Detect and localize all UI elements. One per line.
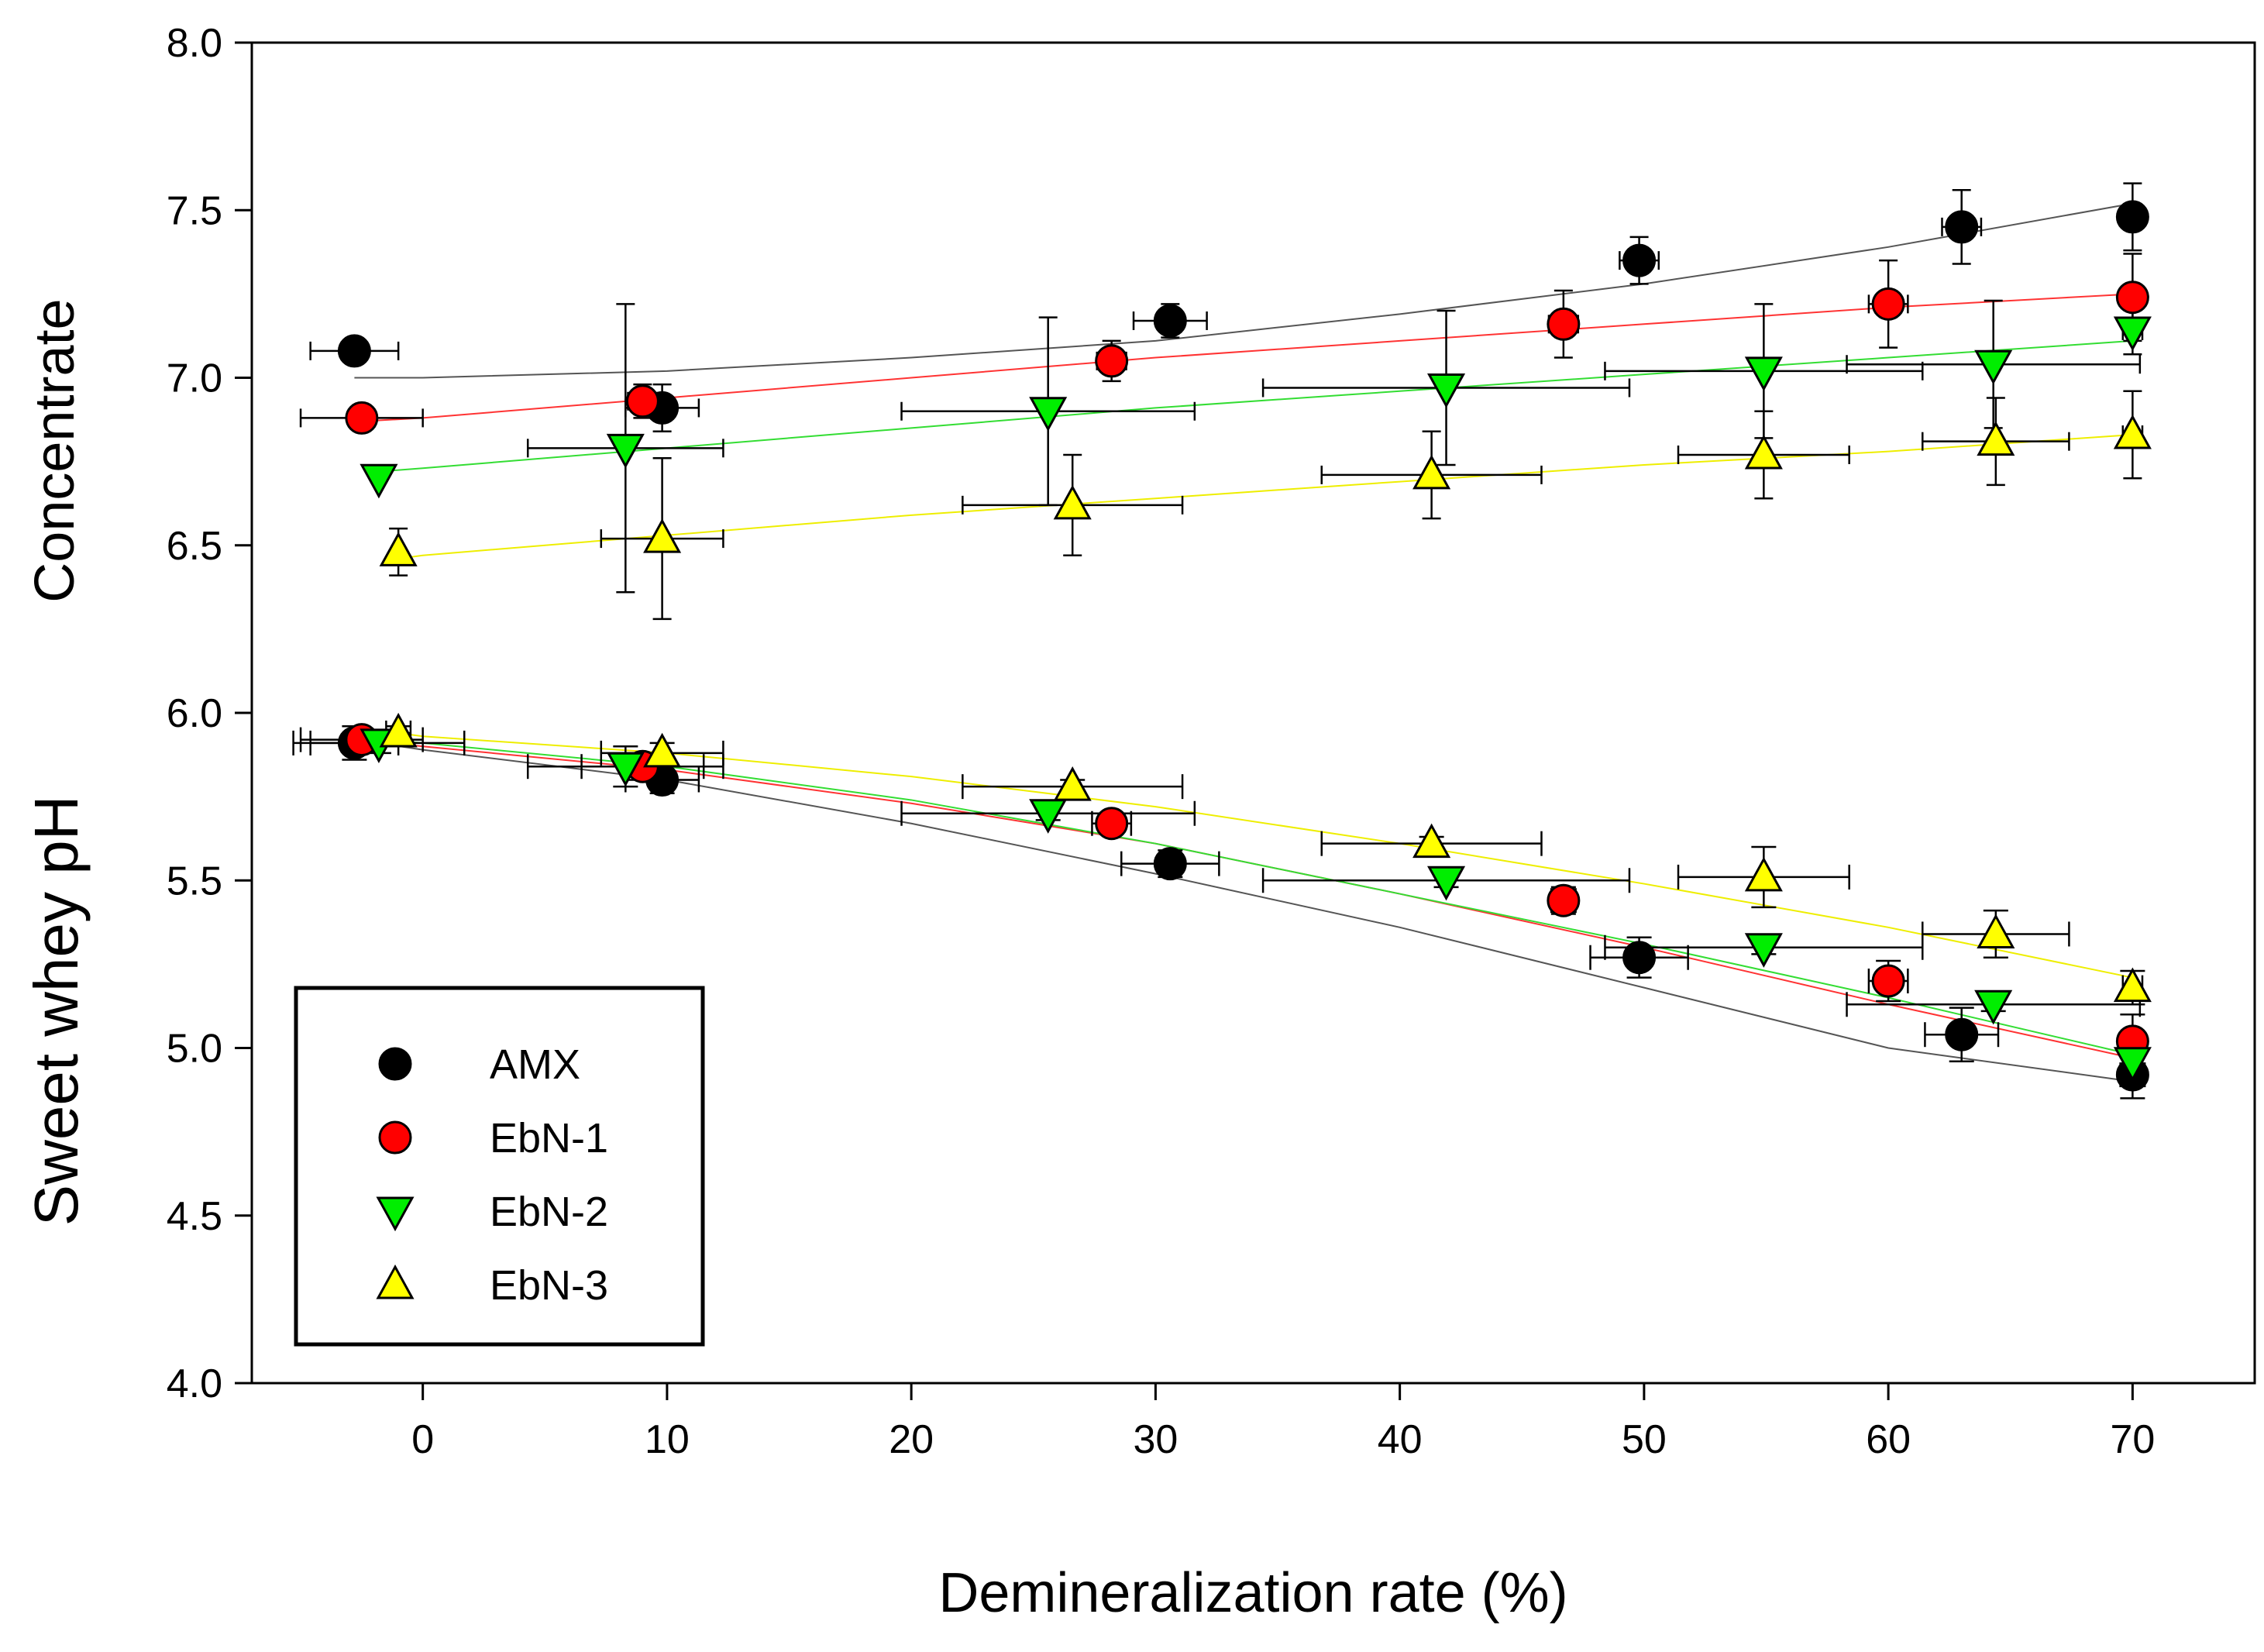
legend-label-ebn-1: EbN-1	[490, 1115, 608, 1162]
legend-marker-ebn-2	[376, 1196, 415, 1232]
legend-box	[294, 986, 705, 1347]
point-whey-ebn-2	[2113, 1047, 2152, 1082]
y-tick-label: 4.0	[167, 1361, 222, 1406]
x-axis-title: Demineralization rate (%)	[938, 1562, 1567, 1624]
fit-lines	[354, 202, 2133, 1082]
point-whey-ebn-3	[379, 712, 418, 748]
fit-line-concentrate-amx	[354, 202, 2133, 379]
y-axis-title-sweet-whey-ph: Sweet whey pH	[22, 795, 91, 1226]
point-concentrate-ebn-1	[2115, 280, 2149, 315]
point-whey-ebn-3	[1053, 766, 1092, 801]
fit-line-concentrate-ebn-3	[398, 434, 2133, 560]
point-concentrate-ebn-3	[1977, 421, 2015, 456]
y-tick-label: 5.5	[167, 859, 222, 903]
fit-line-whey-ebn-3	[398, 731, 2133, 979]
x-tick-label: 60	[1866, 1417, 1911, 1462]
point-whey-ebn-2	[1029, 799, 1068, 834]
point-concentrate-ebn-3	[379, 532, 418, 566]
point-concentrate-ebn-3	[1744, 434, 1783, 470]
point-concentrate-amx	[2115, 200, 2149, 234]
x-tick-label: 50	[1622, 1417, 1667, 1462]
point-concentrate-ebn-3	[643, 518, 682, 553]
point-concentrate-ebn-1	[625, 384, 659, 418]
axes: 0 10 20 30 40 50 60 70 4.0 4.5 5.0 5.5 6.0 6.5 7.0 7.5 8…	[167, 21, 2256, 1462]
point-whey-ebn-1	[1095, 807, 1129, 841]
point-whey-ebn-1	[1547, 883, 1581, 917]
point-whey-ebn-2	[606, 752, 645, 787]
x-tick-label: 40	[1378, 1417, 1423, 1462]
point-whey-amx	[1622, 941, 1657, 975]
y-axis-title-concentrate: Concentrate	[24, 298, 86, 602]
point-concentrate-amx	[337, 334, 371, 368]
point-whey-amx	[1153, 847, 1187, 881]
fit-line-concentrate-ebn-1	[361, 293, 2133, 422]
y-tick-label: 8.0	[167, 21, 222, 66]
legend-marker-ebn-3	[376, 1264, 415, 1299]
point-whey-ebn-2	[1974, 989, 2013, 1025]
fit-line-whey-amx	[354, 738, 2133, 1082]
x-tick-label: 0	[411, 1417, 434, 1462]
point-concentrate-amx	[1622, 243, 1657, 277]
point-concentrate-ebn-2	[2113, 316, 2152, 352]
error-bars	[292, 182, 2146, 1100]
legend-marker-ebn-1	[378, 1120, 412, 1155]
y-tick-label: 6.5	[167, 524, 222, 569]
point-concentrate-ebn-1	[1547, 307, 1581, 341]
point-concentrate-ebn-1	[1871, 287, 1905, 321]
point-whey-ebn-2	[1427, 866, 1466, 901]
x-tick-label: 70	[2110, 1417, 2155, 1462]
x-tick-label: 20	[889, 1417, 934, 1462]
point-whey-amx	[1945, 1017, 1979, 1051]
point-concentrate-ebn-2	[1974, 349, 2013, 385]
y-tick-label: 5.0	[167, 1027, 222, 1072]
point-whey-ebn-3	[1744, 856, 1783, 892]
point-concentrate-ebn-2	[360, 463, 398, 499]
x-tick-label: 10	[645, 1417, 690, 1462]
point-whey-ebn-2	[1744, 933, 1783, 968]
point-concentrate-ebn-3	[2113, 414, 2152, 449]
legend-label-ebn-2: EbN-2	[490, 1189, 608, 1235]
point-concentrate-ebn-3	[1053, 484, 1092, 520]
fit-line-whey-ebn-2	[378, 738, 2133, 1056]
point-whey-ebn-3	[1412, 823, 1451, 859]
legend: AMX EbN-1 EbN-2 EbN-3	[294, 986, 705, 1347]
legend-marker-amx	[378, 1047, 412, 1081]
point-concentrate-ebn-2	[606, 433, 645, 469]
point-concentrate-amx	[1153, 304, 1187, 338]
point-concentrate-ebn-2	[1427, 373, 1466, 408]
point-whey-ebn-3	[643, 732, 682, 768]
point-concentrate-ebn-1	[345, 401, 379, 435]
legend-label-ebn-3: EbN-3	[490, 1262, 608, 1309]
point-concentrate-ebn-1	[1095, 344, 1129, 378]
y-tick-label: 7.0	[167, 356, 222, 401]
y-tick-label: 7.5	[167, 188, 222, 233]
point-whey-ebn-3	[1977, 914, 2015, 948]
y-tick-label: 4.5	[167, 1194, 222, 1239]
point-concentrate-ebn-3	[1412, 454, 1451, 490]
point-whey-ebn-1	[1871, 964, 1905, 998]
point-concentrate-ebn-2	[1744, 356, 1783, 391]
point-concentrate-amx	[1945, 210, 1979, 244]
y-tick-label: 6.0	[167, 691, 222, 736]
point-whey-ebn-3	[2113, 967, 2152, 1003]
fit-line-concentrate-ebn-2	[378, 339, 2133, 473]
axis-labels: Demineralization rate (%) Concentrate Sw…	[22, 298, 1568, 1624]
data-points	[337, 200, 2152, 1092]
legend-label-amx: AMX	[490, 1041, 580, 1088]
point-concentrate-ebn-2	[1029, 397, 1068, 432]
x-tick-label: 30	[1133, 1417, 1178, 1462]
